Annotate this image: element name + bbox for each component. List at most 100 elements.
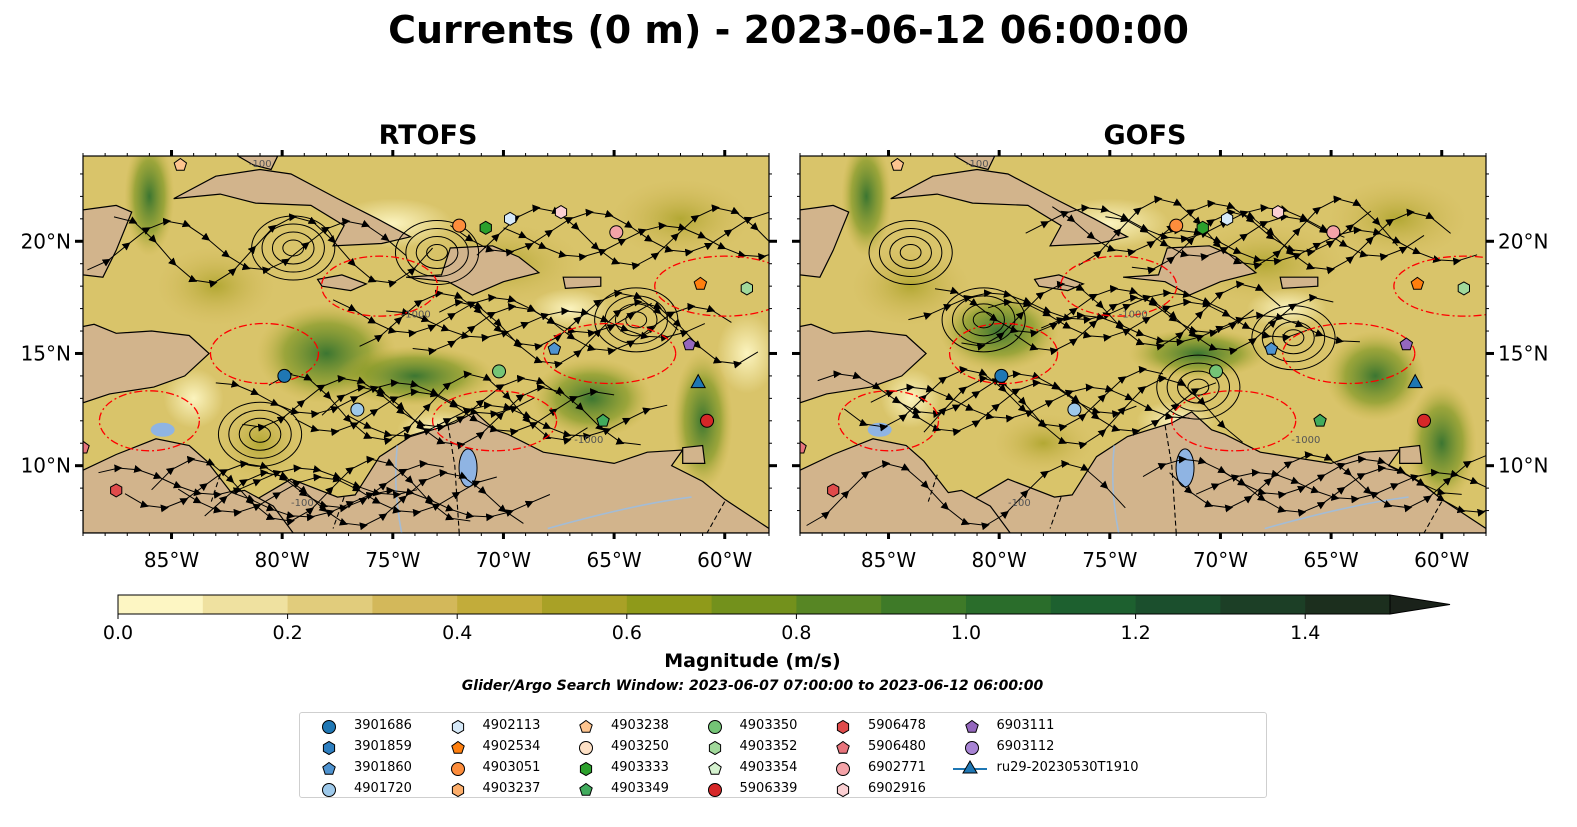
legend-label: 4902113 (482, 718, 541, 733)
x-tick-label: 85°W (144, 548, 199, 572)
eddy-boundary-line (431, 390, 558, 452)
eddy-streamline (249, 425, 271, 443)
float-marker-4902113 (1221, 211, 1234, 226)
eddy-streamline (415, 235, 459, 269)
land-florida-bahamas (236, 156, 279, 171)
country-border (1423, 501, 1443, 533)
float-marker-3901860 (1264, 341, 1279, 355)
main-title: Currents (0 m) - 2023-06-12 06:00:00 (388, 8, 1189, 52)
x-tick-label: 75°W (1082, 548, 1137, 572)
legend-marker-hexagon (708, 740, 721, 756)
current-streamline (1158, 226, 1478, 266)
float-marker-6902916 (1271, 205, 1285, 220)
legend-label: 4903354 (739, 760, 798, 775)
current-streamline (113, 213, 433, 288)
float-marker-4902113 (504, 211, 517, 226)
eddy-streamline (1187, 378, 1210, 396)
legend-label: 5906480 (868, 739, 926, 754)
legend-label: 4903349 (611, 781, 669, 796)
colorbar-tick-label: 0.6 (612, 622, 642, 644)
eddy-streamline (972, 311, 995, 329)
current-magnitude-shading (993, 413, 1094, 474)
float-marker-4903333 (479, 220, 492, 235)
colorbar-tick-label: 0.8 (781, 622, 811, 644)
eddy-streamline (1156, 354, 1241, 420)
float-marker-4903238 (890, 157, 905, 171)
legend-label: 4903238 (611, 718, 669, 733)
legend-label: 4903237 (482, 781, 541, 796)
float-marker-6902771 (609, 225, 624, 240)
x-tick-label: 65°W (586, 548, 641, 572)
maps-figure: -100 -1000 -1000 -100 85°W 80°W 75°W 70°W 65°W 60… (21, 150, 1548, 572)
legend-label: 6902771 (868, 760, 926, 775)
float-marker-4903051 (1169, 218, 1184, 233)
eddy-boundary-line (1171, 390, 1297, 452)
current-streamline (1041, 311, 1360, 347)
glider-marker-ru29-20230530T1910 (1407, 373, 1424, 389)
current-magnitude-shading (716, 313, 769, 394)
eddy-boundary-line (654, 255, 769, 317)
x-tick-label: 80°W (972, 548, 1027, 572)
float-marker-3901860 (547, 341, 562, 355)
legend-marker-triangle (961, 760, 978, 774)
legend-marker-hexagon (836, 719, 850, 735)
land-yucatan (800, 204, 850, 278)
current-magnitude-shading (850, 246, 971, 327)
eddy-streamline (899, 243, 922, 261)
colorbar-extend-arrow (1389, 594, 1451, 615)
land-florida-bahamas (953, 156, 996, 171)
colorbar-segment (1305, 595, 1391, 614)
legend-label: 3901860 (354, 760, 412, 775)
eddy-streamline (868, 219, 953, 285)
legend-label: 5906339 (739, 781, 798, 796)
colorbar-tick-label: 1.0 (951, 622, 981, 644)
legend-marker-circle (964, 741, 979, 755)
colorbar-segment (796, 595, 882, 614)
land-puerto-rico (1279, 276, 1319, 290)
float-marker-6903111 (682, 337, 697, 351)
current-streamline (231, 486, 551, 522)
float-marker-4903238 (173, 157, 188, 171)
bathymetry-contour-label: -1000 (574, 435, 603, 446)
land-puerto-rico (562, 276, 602, 290)
colorbar-segment (457, 595, 543, 614)
float-marker-5906339 (700, 413, 715, 428)
current-streamline (204, 469, 524, 531)
current-magnitude-shading (531, 358, 652, 439)
eddy-streamline (614, 303, 658, 337)
legend-marker-hexagon (836, 782, 850, 798)
eddy-streamline (1166, 362, 1231, 412)
eddy-streamline (217, 401, 303, 467)
eddy-boundary-line (1060, 255, 1178, 317)
float-marker-6903111 (1399, 337, 1414, 351)
colorbar-tick-label: 0.2 (272, 622, 302, 644)
search-window-text: Glider/Argo Search Window: 2023-06-07 07… (461, 678, 1044, 694)
float-marker-4903350 (1209, 364, 1224, 379)
eddy-boundary-line (320, 255, 439, 317)
eddy-streamline (625, 311, 648, 329)
legend-label: 4901720 (354, 781, 412, 796)
bathymetry-contour-label: -100 (1008, 498, 1031, 509)
legend-marker-circle (322, 783, 336, 797)
x-tick-label: 65°W (1303, 548, 1358, 572)
eddy-streamline (238, 417, 282, 451)
current-streamline (503, 221, 769, 262)
legend-marker-pentagon (579, 782, 593, 796)
eddy-streamline (951, 295, 1016, 345)
legend-label: 3901686 (354, 718, 412, 733)
colorbar-segment (202, 595, 289, 614)
float-marker-4903352 (740, 281, 753, 296)
bathymetry-contour-label: -100 (249, 159, 272, 170)
current-streamline (923, 374, 1243, 450)
eddy-streamline (228, 409, 292, 459)
colorbar-segment (287, 595, 373, 614)
float-marker-4901720 (1067, 402, 1082, 417)
current-streamline (806, 459, 1126, 531)
current-streamline (1222, 464, 1486, 517)
legend-marker-pentagon (707, 761, 722, 775)
colorbar-segment (881, 595, 967, 614)
map-frame (82, 155, 770, 534)
lake-nicaragua (150, 422, 175, 437)
float-marker-4902534 (1410, 276, 1425, 290)
land-trinidad (682, 444, 706, 464)
